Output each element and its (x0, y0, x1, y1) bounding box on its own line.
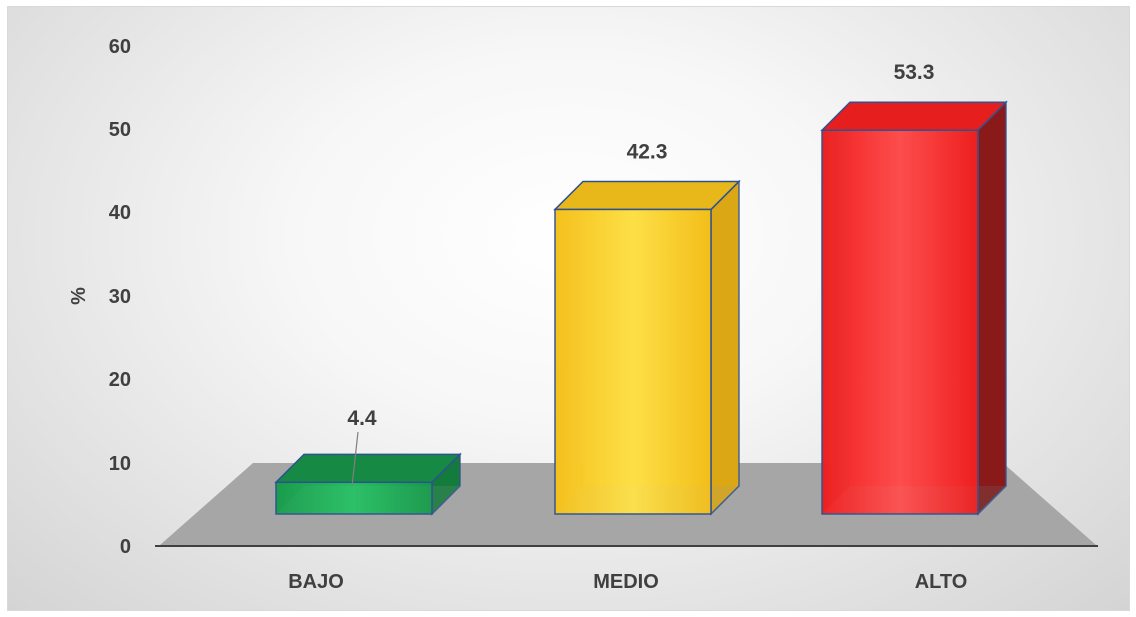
bar-top-face (820, 101, 1008, 131)
bar-top-face (553, 180, 741, 211)
x-tick-label: MEDIO (593, 571, 659, 593)
y-tick-label: 30 (109, 286, 131, 308)
data-label: 42.3 (627, 140, 668, 163)
x-tick-label: ALTO (915, 571, 968, 593)
data-label: 4.4 (347, 407, 377, 430)
leader-line (351, 431, 359, 487)
data-label: 53.3 (894, 61, 935, 84)
bar-top-face (274, 453, 462, 484)
y-tick-label: 20 (109, 369, 131, 391)
bar-side-face (977, 100, 1007, 516)
bar (821, 129, 979, 515)
bar-side-face (710, 179, 740, 516)
bar (275, 481, 433, 515)
y-tick-label: 10 (109, 453, 131, 475)
x-tick-label: BAJO (288, 571, 344, 593)
y-tick-label: 0 (120, 536, 131, 558)
bar (554, 208, 712, 515)
y-tick-label: 50 (109, 119, 131, 141)
y-tick-label: 40 (109, 202, 131, 224)
y-tick-label: 60 (109, 36, 131, 58)
y-axis-title: % (68, 287, 90, 305)
